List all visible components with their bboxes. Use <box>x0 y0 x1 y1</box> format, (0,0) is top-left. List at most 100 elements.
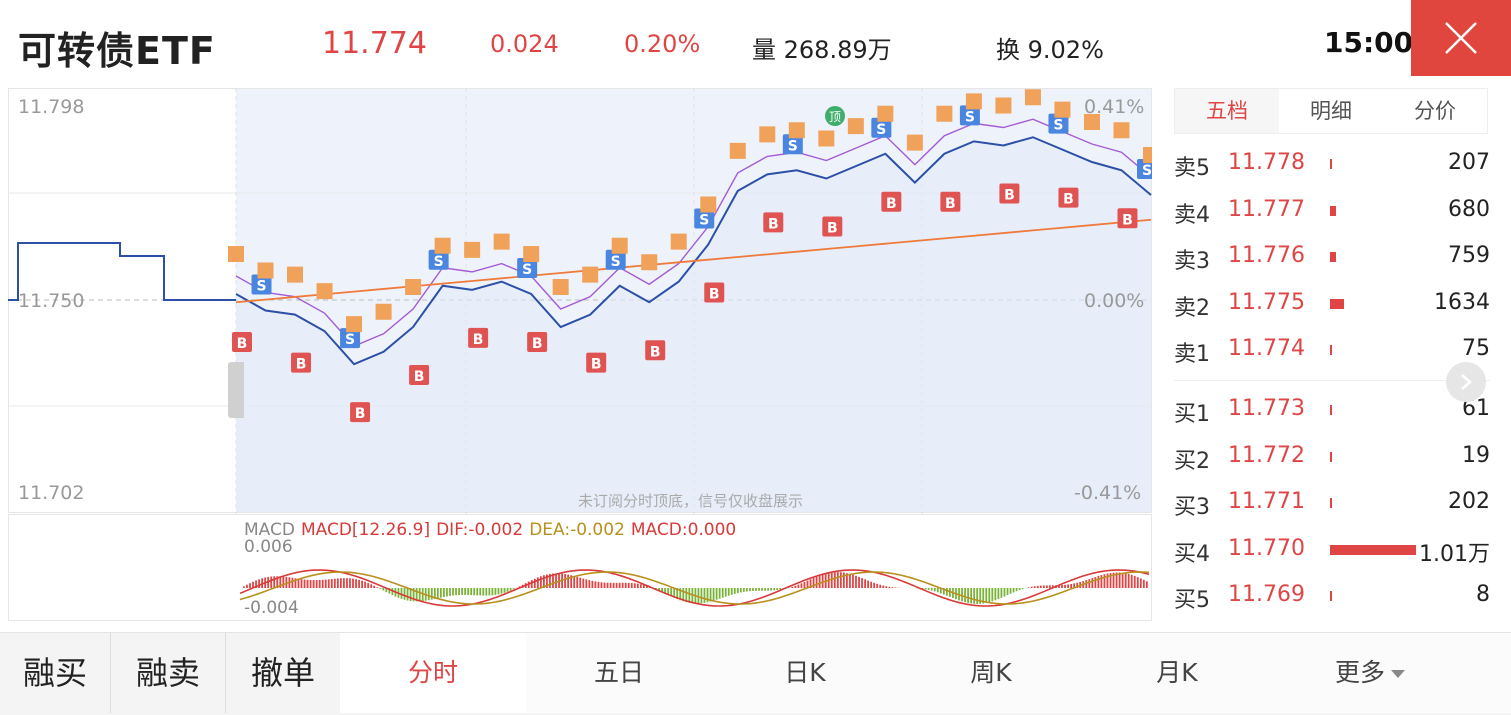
tab-details[interactable]: 明细 <box>1310 99 1352 123</box>
cancel-order-button[interactable]: 撤单 <box>226 633 340 713</box>
macd-bar <box>621 582 624 588</box>
macd-bar <box>433 588 436 599</box>
macd-bar <box>882 585 885 588</box>
level-label: 卖4 <box>1174 202 1210 228</box>
dif-line <box>239 569 1150 607</box>
orange-marker <box>582 266 599 283</box>
intraday-chart[interactable]: B S B B S B S B B S B S B B S B S B B S B S B B S B S 顶 11.798 11.7… <box>8 88 1152 622</box>
orange-marker <box>670 233 687 250</box>
macd-bar <box>297 578 300 588</box>
volume-label: 量 <box>752 36 776 64</box>
macd-params: MACD[12.26.9] <box>300 520 431 540</box>
level-volume: 759 <box>1448 243 1490 268</box>
tab-more[interactable]: 更多 <box>1270 633 1470 713</box>
buy-signal <box>468 327 489 348</box>
expand-panel-button[interactable] <box>1446 362 1486 402</box>
macd-bar <box>606 582 609 588</box>
tab-five-levels[interactable]: 五档 <box>1175 89 1279 133</box>
tab-intraday[interactable]: 分时 <box>340 633 526 713</box>
orange-marker <box>1113 122 1130 139</box>
ask-row[interactable]: 卖5 11.778 207 <box>1174 150 1490 181</box>
buy-signal-label: B <box>473 332 484 348</box>
tab-weekly-k[interactable]: 周K <box>970 658 1012 687</box>
macd-bar <box>706 588 709 603</box>
macd-bar <box>1124 573 1127 588</box>
macd-bar <box>482 588 485 596</box>
bid-row[interactable]: 买5 11.769 8 <box>1174 582 1490 613</box>
bid-row[interactable]: 买1 11.773 61 <box>1174 396 1490 427</box>
macd-bar <box>1018 588 1021 591</box>
tab-five-day[interactable]: 五日 <box>593 658 644 687</box>
macd-bar <box>870 581 873 588</box>
macd-bar <box>1109 573 1112 588</box>
pct-axis-bottom: -0.41% <box>1074 482 1142 504</box>
bid-row[interactable]: 买2 11.772 19 <box>1174 443 1490 474</box>
macd-bar <box>830 572 833 588</box>
buy-signal <box>881 191 902 212</box>
sell-signal <box>782 134 803 155</box>
sell-signal <box>1048 113 1069 134</box>
close-button[interactable] <box>1411 0 1511 76</box>
macd-bar <box>415 588 418 602</box>
macd-bar <box>291 577 294 588</box>
ask-row[interactable]: 卖3 11.776 759 <box>1174 243 1490 274</box>
level-volume: 202 <box>1448 489 1490 514</box>
tab-price-distribution[interactable]: 分价 <box>1414 99 1456 123</box>
macd-title: MACD <box>244 520 295 540</box>
margin-sell-button[interactable]: 融卖 <box>111 633 225 713</box>
ask-row[interactable]: 卖2 11.775 1634 <box>1174 290 1490 321</box>
macd-bar <box>246 584 248 588</box>
macd-bar <box>1064 584 1066 588</box>
buy-signal-label: B <box>591 357 602 373</box>
macd-bar <box>836 572 839 588</box>
macd-bar <box>885 586 888 588</box>
bid-row[interactable]: 买4 11.770 1.01万 <box>1174 536 1490 567</box>
orange-marker <box>847 118 864 135</box>
macd-bar <box>942 588 945 595</box>
macd-bar <box>1103 574 1106 588</box>
macd-bar <box>839 572 842 588</box>
bid-row[interactable]: 买3 11.771 202 <box>1174 489 1490 520</box>
tab-daily-k[interactable]: 日K <box>784 658 826 687</box>
y-axis-bottom: 11.702 <box>18 482 85 504</box>
buy-signal-label: B <box>650 344 661 360</box>
macd-bar <box>1009 588 1012 594</box>
macd-bar <box>933 588 936 592</box>
macd-bar <box>821 574 824 588</box>
macd-bar <box>446 588 448 597</box>
margin-buy-button[interactable]: 融买 <box>0 633 110 713</box>
turnover: 换 9.02% <box>996 30 1104 65</box>
header: 可转债ETF 11.774 0.024 0.20% 量 268.89万 换 9.… <box>0 0 1511 88</box>
macd-bar <box>1130 574 1133 588</box>
macd-bar <box>352 578 354 588</box>
level-price: 11.774 <box>1228 336 1305 361</box>
orange-marker <box>700 196 717 213</box>
macd-bar <box>552 573 554 588</box>
left-drag-handle[interactable] <box>228 362 244 418</box>
level-label: 买4 <box>1174 541 1210 567</box>
macd-bar <box>376 587 379 588</box>
macd-bar <box>349 578 351 588</box>
volume-bar <box>1330 345 1332 355</box>
ask-row[interactable]: 卖1 11.774 75 <box>1174 336 1490 367</box>
pct-axis-top: 0.41% <box>1084 96 1145 118</box>
sell-signal-label: S <box>256 279 266 295</box>
buy-signal <box>1117 208 1138 229</box>
macd-bar <box>876 583 879 588</box>
macd-bar <box>1012 588 1015 593</box>
sell-signal-label: S <box>965 109 975 125</box>
sell-signal <box>428 249 449 270</box>
macd-bar <box>791 586 794 588</box>
tab-monthly-k[interactable]: 月K <box>1156 658 1198 687</box>
orange-marker <box>493 233 510 250</box>
ask-row[interactable]: 卖4 11.777 680 <box>1174 197 1490 228</box>
macd-bar <box>618 582 621 588</box>
buy-signal-label: B <box>1122 212 1133 228</box>
macd-bar <box>294 578 297 588</box>
macd-bar <box>939 588 942 594</box>
macd-bar <box>324 579 327 588</box>
macd-value: MACD:0.000 <box>630 520 737 540</box>
macd-bar <box>888 586 891 588</box>
macd-bar <box>700 588 703 604</box>
macd-bar <box>755 588 757 591</box>
